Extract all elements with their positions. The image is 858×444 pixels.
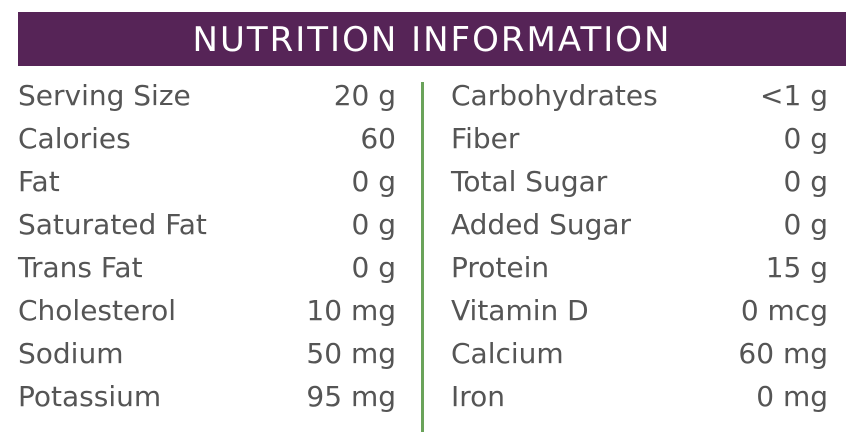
nutrient-name: Fiber (451, 122, 520, 155)
nutrient-name: Calories (18, 122, 131, 155)
nutrient-name: Total Sugar (451, 165, 608, 198)
nutrient-name: Carbohydrates (451, 79, 658, 112)
nutrient-row: Fat 0 g (18, 160, 396, 203)
nutrient-amount: 60 mg (738, 337, 828, 370)
nutrient-amount: <1 g (760, 79, 828, 112)
nutrient-amount: 60 (360, 122, 396, 155)
nutrient-amount: 0 g (783, 165, 829, 198)
nutrient-row: Sodium 50 mg (18, 332, 396, 375)
nutrient-name: Sodium (18, 337, 124, 370)
nutrient-amount: 0 g (783, 208, 829, 241)
nutrient-name: Trans Fat (18, 251, 143, 284)
nutrient-name: Protein (451, 251, 550, 284)
nutrient-row: Iron 0 mg (451, 375, 828, 418)
nutrient-name: Added Sugar (451, 208, 632, 241)
nutrient-name: Fat (18, 165, 60, 198)
nutrient-row: Carbohydrates <1 g (451, 74, 828, 117)
nutrient-row: Saturated Fat 0 g (18, 203, 396, 246)
divider (421, 82, 424, 432)
nutrient-name: Potassium (18, 380, 162, 413)
nutrient-amount: 50 mg (306, 337, 396, 370)
nutrient-amount: 0 g (783, 122, 829, 155)
nutrient-row: Fiber 0 g (451, 117, 828, 160)
nutrient-amount: 0 g (351, 208, 397, 241)
nutrient-name: Iron (451, 380, 506, 413)
nutrient-amount: 0 mg (756, 380, 828, 413)
nutrient-amount: 20 g (333, 79, 396, 112)
nutrient-row: Vitamin D 0 mcg (451, 289, 828, 332)
nutrient-name: Cholesterol (18, 294, 177, 327)
nutrient-amount: 0 mcg (740, 294, 828, 327)
nutrient-row: Serving Size 20 g (18, 74, 396, 117)
nutrient-name: Vitamin D (451, 294, 589, 327)
nutrient-row: Total Sugar 0 g (451, 160, 828, 203)
nutrient-name: Serving Size (18, 79, 191, 112)
nutrient-row: Added Sugar 0 g (451, 203, 828, 246)
nutrient-amount: 10 mg (306, 294, 396, 327)
nutrient-amount: 95 mg (306, 380, 396, 413)
nutrient-row: Protein 15 g (451, 246, 828, 289)
left-column: Serving Size 20 g Calories 60 Fat 0 g Saturate… (18, 74, 396, 418)
nutrient-amount: 15 g (765, 251, 828, 284)
nutrient-amount: 0 g (351, 165, 397, 198)
nutrient-amount: 0 g (351, 251, 397, 284)
nutrient-row: Cholesterol 10 mg (18, 289, 396, 332)
nutrient-row: Calories 60 (18, 117, 396, 160)
nutrient-row: Trans Fat 0 g (18, 246, 396, 289)
nutrient-row: Calcium 60 mg (451, 332, 828, 375)
header-title: NUTRITION INFORMATION (18, 12, 846, 66)
nutrient-name: Saturated Fat (18, 208, 207, 241)
nutrient-row: Potassium 95 mg (18, 375, 396, 418)
nutrient-name: Calcium (451, 337, 564, 370)
